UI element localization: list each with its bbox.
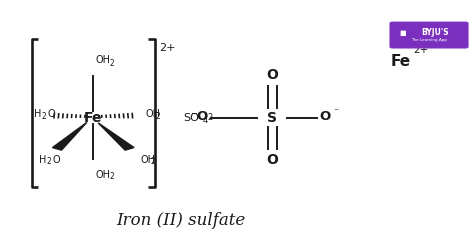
Text: OH: OH	[145, 110, 160, 119]
Text: 2: 2	[110, 59, 115, 68]
Text: 2: 2	[151, 157, 155, 166]
Text: 4: 4	[202, 117, 208, 125]
FancyBboxPatch shape	[390, 22, 468, 48]
Text: O: O	[319, 110, 331, 123]
Text: 2: 2	[42, 112, 46, 121]
Text: BYJU'S: BYJU'S	[421, 28, 449, 37]
Text: O: O	[52, 155, 60, 165]
Text: Fe: Fe	[390, 54, 410, 69]
Text: 2+: 2+	[414, 45, 429, 55]
Polygon shape	[53, 122, 87, 150]
Text: O: O	[47, 110, 55, 119]
Text: OH: OH	[140, 155, 155, 165]
Text: ⁻: ⁻	[334, 107, 339, 118]
Text: 2: 2	[110, 172, 115, 181]
Text: H: H	[34, 110, 41, 119]
Text: Fe: Fe	[84, 110, 102, 125]
Text: H: H	[39, 155, 46, 165]
Text: 2+: 2+	[159, 43, 176, 53]
Polygon shape	[98, 123, 134, 150]
Text: 2-: 2-	[207, 114, 216, 122]
Text: Iron (II) sulfate: Iron (II) sulfate	[116, 212, 245, 229]
Text: S: S	[267, 110, 277, 125]
Text: OH: OH	[96, 55, 110, 65]
Text: ⁻O: ⁻O	[191, 110, 209, 123]
Text: OH: OH	[96, 170, 110, 180]
Text: O: O	[266, 153, 278, 168]
Text: The Learning App: The Learning App	[411, 38, 447, 42]
Text: SO: SO	[183, 113, 199, 122]
Text: ■: ■	[400, 30, 406, 36]
Text: 2: 2	[46, 157, 51, 166]
Text: O: O	[266, 67, 278, 82]
Text: 2: 2	[155, 112, 160, 121]
